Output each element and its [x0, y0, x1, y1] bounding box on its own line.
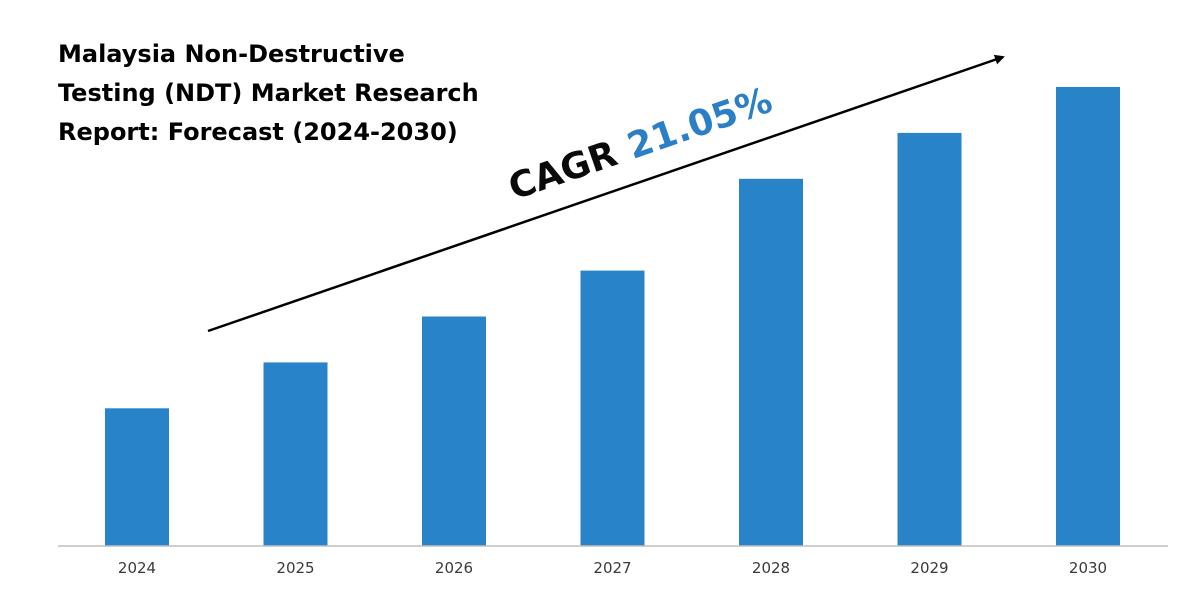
cagr-annotation: CAGR21.05%: [504, 80, 778, 208]
bar-2025: [263, 362, 328, 546]
cagr-label: CAGR: [504, 133, 623, 208]
bar-2027: [580, 270, 645, 546]
x-tick-label-2026: 2026: [435, 559, 473, 577]
bar-2028: [739, 178, 803, 547]
bar-2030: [1056, 87, 1120, 546]
x-tick-label-2024: 2024: [118, 559, 156, 577]
x-tick-label-2025: 2025: [276, 559, 314, 577]
x-tick-label-2028: 2028: [752, 559, 790, 577]
x-tick-label-2030: 2030: [1069, 559, 1107, 577]
bar-2026: [422, 316, 486, 546]
chart-title: Malaysia Non-Destructive Testing (NDT) M…: [58, 40, 479, 146]
bar-2029: [897, 132, 962, 546]
cagr-value: 21.05%: [622, 80, 777, 168]
chart-title-line-1: Malaysia Non-Destructive: [58, 40, 405, 68]
x-tick-label-2029: 2029: [910, 559, 948, 577]
bar-2024: [105, 408, 169, 546]
x-tick-labels: 2024 2025 2026 2027 2028 2029 2030: [118, 559, 1107, 577]
chart-title-line-2: Testing (NDT) Market Research: [58, 79, 479, 107]
chart-title-line-3: Report: Forecast (2024-2030): [58, 118, 458, 146]
bars: [105, 87, 1120, 547]
x-tick-label-2027: 2027: [593, 559, 631, 577]
trend-arrow-icon: [207, 54, 1005, 333]
